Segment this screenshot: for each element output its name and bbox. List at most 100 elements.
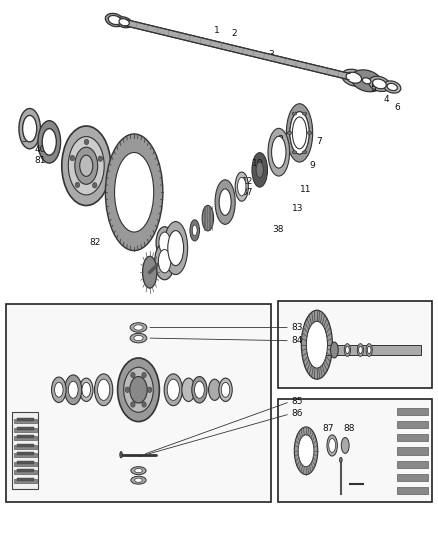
Ellipse shape <box>346 346 349 354</box>
Ellipse shape <box>105 13 124 27</box>
Ellipse shape <box>327 435 337 456</box>
Bar <box>14 470 37 474</box>
Text: 85: 85 <box>292 397 303 406</box>
Ellipse shape <box>55 382 63 397</box>
Text: 37: 37 <box>241 188 253 197</box>
Ellipse shape <box>292 117 307 149</box>
Ellipse shape <box>62 126 111 206</box>
Bar <box>14 419 37 423</box>
Ellipse shape <box>384 81 401 93</box>
Ellipse shape <box>302 151 307 154</box>
Bar <box>397 421 428 428</box>
Text: 86: 86 <box>292 409 303 418</box>
Text: 3: 3 <box>268 50 274 59</box>
Ellipse shape <box>92 183 97 188</box>
Ellipse shape <box>95 374 113 406</box>
Ellipse shape <box>342 69 366 86</box>
Ellipse shape <box>256 162 263 178</box>
Ellipse shape <box>292 151 297 154</box>
Text: 40: 40 <box>35 146 46 155</box>
Ellipse shape <box>237 177 246 196</box>
Ellipse shape <box>131 373 135 378</box>
Bar <box>397 447 428 455</box>
Bar <box>6 304 271 503</box>
Ellipse shape <box>19 109 40 149</box>
Ellipse shape <box>159 232 170 253</box>
Ellipse shape <box>366 344 372 357</box>
Ellipse shape <box>373 79 386 89</box>
Ellipse shape <box>117 17 132 28</box>
Text: 82: 82 <box>89 238 101 247</box>
Ellipse shape <box>235 172 248 201</box>
Ellipse shape <box>134 335 143 341</box>
Ellipse shape <box>156 227 173 259</box>
Bar <box>17 452 34 455</box>
Ellipse shape <box>192 225 197 236</box>
Ellipse shape <box>70 156 74 161</box>
Ellipse shape <box>164 374 183 406</box>
Text: 2: 2 <box>231 29 237 38</box>
Text: 83: 83 <box>292 323 303 332</box>
Ellipse shape <box>82 382 91 397</box>
Ellipse shape <box>142 402 146 407</box>
Ellipse shape <box>131 402 135 407</box>
Text: 87: 87 <box>322 424 334 433</box>
Bar <box>397 474 428 481</box>
Ellipse shape <box>330 342 338 358</box>
Bar <box>14 445 37 449</box>
Ellipse shape <box>80 378 93 401</box>
Ellipse shape <box>75 182 80 188</box>
Bar <box>14 462 37 466</box>
Ellipse shape <box>131 467 146 474</box>
Ellipse shape <box>208 379 221 400</box>
Ellipse shape <box>75 147 98 184</box>
Ellipse shape <box>130 322 147 332</box>
Ellipse shape <box>155 243 174 280</box>
Text: 4: 4 <box>384 95 389 104</box>
Ellipse shape <box>221 382 230 397</box>
Ellipse shape <box>131 476 146 484</box>
Bar <box>397 408 428 415</box>
Bar <box>397 487 428 495</box>
Text: 11: 11 <box>300 185 312 194</box>
Ellipse shape <box>339 457 342 463</box>
Bar <box>17 461 34 464</box>
Text: 1: 1 <box>214 26 220 35</box>
Bar <box>325 345 421 356</box>
Text: 38: 38 <box>272 225 283 234</box>
Ellipse shape <box>252 152 268 187</box>
Ellipse shape <box>290 112 309 154</box>
Ellipse shape <box>292 112 297 115</box>
Bar <box>17 478 34 481</box>
Ellipse shape <box>302 112 307 115</box>
Ellipse shape <box>219 378 232 401</box>
Ellipse shape <box>341 438 349 454</box>
Ellipse shape <box>194 381 204 398</box>
Bar <box>278 399 432 503</box>
Text: 84: 84 <box>292 336 303 345</box>
Bar <box>17 418 34 421</box>
Ellipse shape <box>268 128 290 176</box>
Ellipse shape <box>182 378 195 401</box>
Ellipse shape <box>362 78 371 84</box>
Ellipse shape <box>357 344 364 357</box>
Ellipse shape <box>23 115 37 142</box>
Bar <box>17 435 34 438</box>
Ellipse shape <box>369 76 390 92</box>
Ellipse shape <box>298 435 314 467</box>
Ellipse shape <box>344 344 350 357</box>
Text: 81: 81 <box>35 156 46 165</box>
Ellipse shape <box>134 325 143 330</box>
Bar <box>14 479 37 483</box>
Bar <box>12 413 39 489</box>
Bar <box>397 461 428 468</box>
Ellipse shape <box>148 387 152 392</box>
Bar <box>17 426 34 430</box>
Ellipse shape <box>167 379 180 400</box>
Bar <box>14 436 37 440</box>
Ellipse shape <box>215 180 235 224</box>
Ellipse shape <box>68 381 78 398</box>
Ellipse shape <box>142 256 157 288</box>
Ellipse shape <box>119 19 129 26</box>
Ellipse shape <box>192 376 207 403</box>
